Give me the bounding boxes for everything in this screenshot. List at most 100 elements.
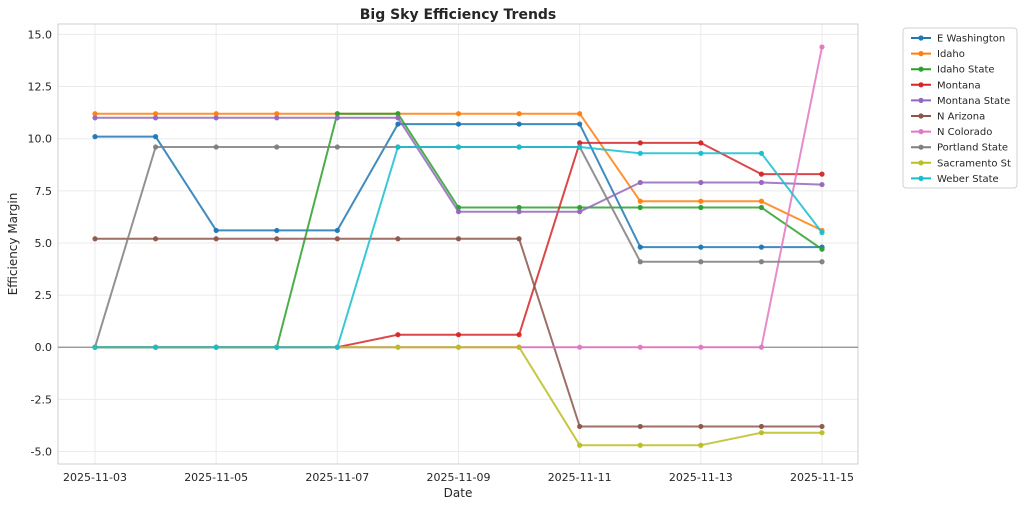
data-point (516, 332, 522, 338)
x-axis-label: Date (444, 486, 473, 500)
y-tick-label: -2.5 (31, 393, 52, 406)
data-point (819, 181, 825, 188)
y-tick-label: 12.5 (28, 81, 53, 94)
data-point (455, 144, 462, 150)
legend-box (902, 27, 1018, 189)
data-point (758, 244, 765, 250)
data-point (334, 236, 340, 242)
legend-swatch-marker (918, 51, 924, 57)
data-point (577, 111, 583, 117)
data-point (516, 204, 522, 211)
chart-title: Big Sky Efficiency Trends (360, 7, 557, 23)
series-n-arizona (92, 236, 825, 430)
legend-item: Idaho (911, 49, 965, 60)
data-point (395, 121, 401, 127)
tick-labels: 15.0 12.5 10.0 7.5 5.0 2.5 0.0 -2.5 -5.0 2025-11-… (28, 28, 854, 484)
data-point (455, 111, 462, 117)
data-point (152, 111, 159, 117)
data-point (92, 115, 98, 121)
legend-item: N Colorado (911, 127, 992, 138)
data-point (698, 259, 704, 265)
data-point (92, 134, 98, 140)
data-point (274, 111, 280, 117)
data-point (577, 423, 583, 430)
legend-label: Portland State (937, 143, 1008, 154)
data-point (637, 244, 643, 250)
data-point (577, 209, 583, 215)
data-point (758, 171, 765, 177)
data-point (698, 150, 704, 156)
legend-label: E Washington (937, 34, 1005, 45)
x-tick-label: 2025-11-13 (669, 471, 733, 484)
data-point (516, 209, 522, 215)
data-point (152, 344, 159, 350)
data-point (758, 198, 765, 204)
legend-swatch-marker (918, 82, 924, 88)
grid-lines (58, 24, 858, 464)
data-point (819, 430, 825, 436)
data-point (577, 204, 583, 211)
legend-swatch-marker (918, 113, 924, 119)
legend-swatch-marker (918, 160, 924, 166)
legend-item: N Arizona (911, 112, 985, 123)
data-point (637, 204, 643, 211)
data-point (334, 344, 340, 350)
data-point (395, 332, 401, 338)
data-point (637, 179, 643, 186)
data-point (334, 115, 340, 121)
legend-item: Idaho State (911, 65, 995, 76)
data-point (758, 344, 765, 350)
data-point (395, 236, 401, 242)
legend-item: E Washington (911, 34, 1005, 45)
x-tick-label: 2025-11-09 (427, 471, 491, 484)
x-tick-label: 2025-11-15 (790, 471, 854, 484)
series-montana-state (92, 115, 825, 215)
data-point (213, 111, 219, 117)
data-point (758, 259, 765, 265)
data-point (213, 236, 219, 242)
data-point (334, 227, 340, 234)
data-point (577, 344, 583, 350)
legend-label: Idaho State (937, 65, 995, 76)
legend: E Washington Idaho Idaho State Montana Monta… (902, 27, 1018, 189)
data-point (637, 344, 643, 350)
legend-swatch-marker (918, 144, 924, 150)
data-point (152, 144, 159, 150)
series-weber-state (92, 144, 825, 350)
data-point (455, 121, 462, 127)
data-point (455, 209, 462, 215)
legend-label: N Arizona (937, 112, 985, 123)
data-point (152, 115, 159, 121)
data-point (698, 198, 704, 204)
data-point (516, 236, 522, 242)
data-point (516, 344, 522, 350)
legend-item: Portland State (911, 143, 1008, 154)
legend-item: Montana State (911, 96, 1010, 107)
data-point (274, 115, 280, 121)
legend-label: N Colorado (937, 127, 992, 138)
data-point (455, 344, 462, 350)
data-point (92, 236, 98, 242)
data-point (758, 430, 765, 436)
data-point (213, 344, 219, 350)
legend-label: Weber State (937, 174, 999, 185)
data-point (395, 115, 401, 121)
data-point (213, 115, 219, 121)
data-point (516, 144, 522, 150)
data-point (577, 121, 583, 127)
data-point (577, 144, 583, 150)
data-point (516, 121, 522, 127)
y-tick-label: 0.0 (35, 341, 53, 354)
data-point (455, 332, 462, 338)
data-point (758, 204, 765, 211)
legend-label: Montana State (937, 96, 1010, 107)
legend-item: Weber State (911, 174, 999, 185)
legend-swatch-marker (918, 129, 924, 135)
data-point (395, 144, 401, 150)
data-point (274, 144, 280, 150)
data-point (637, 423, 643, 430)
data-point (577, 140, 583, 146)
data-point (698, 423, 704, 430)
legend-swatch-marker (918, 66, 924, 72)
